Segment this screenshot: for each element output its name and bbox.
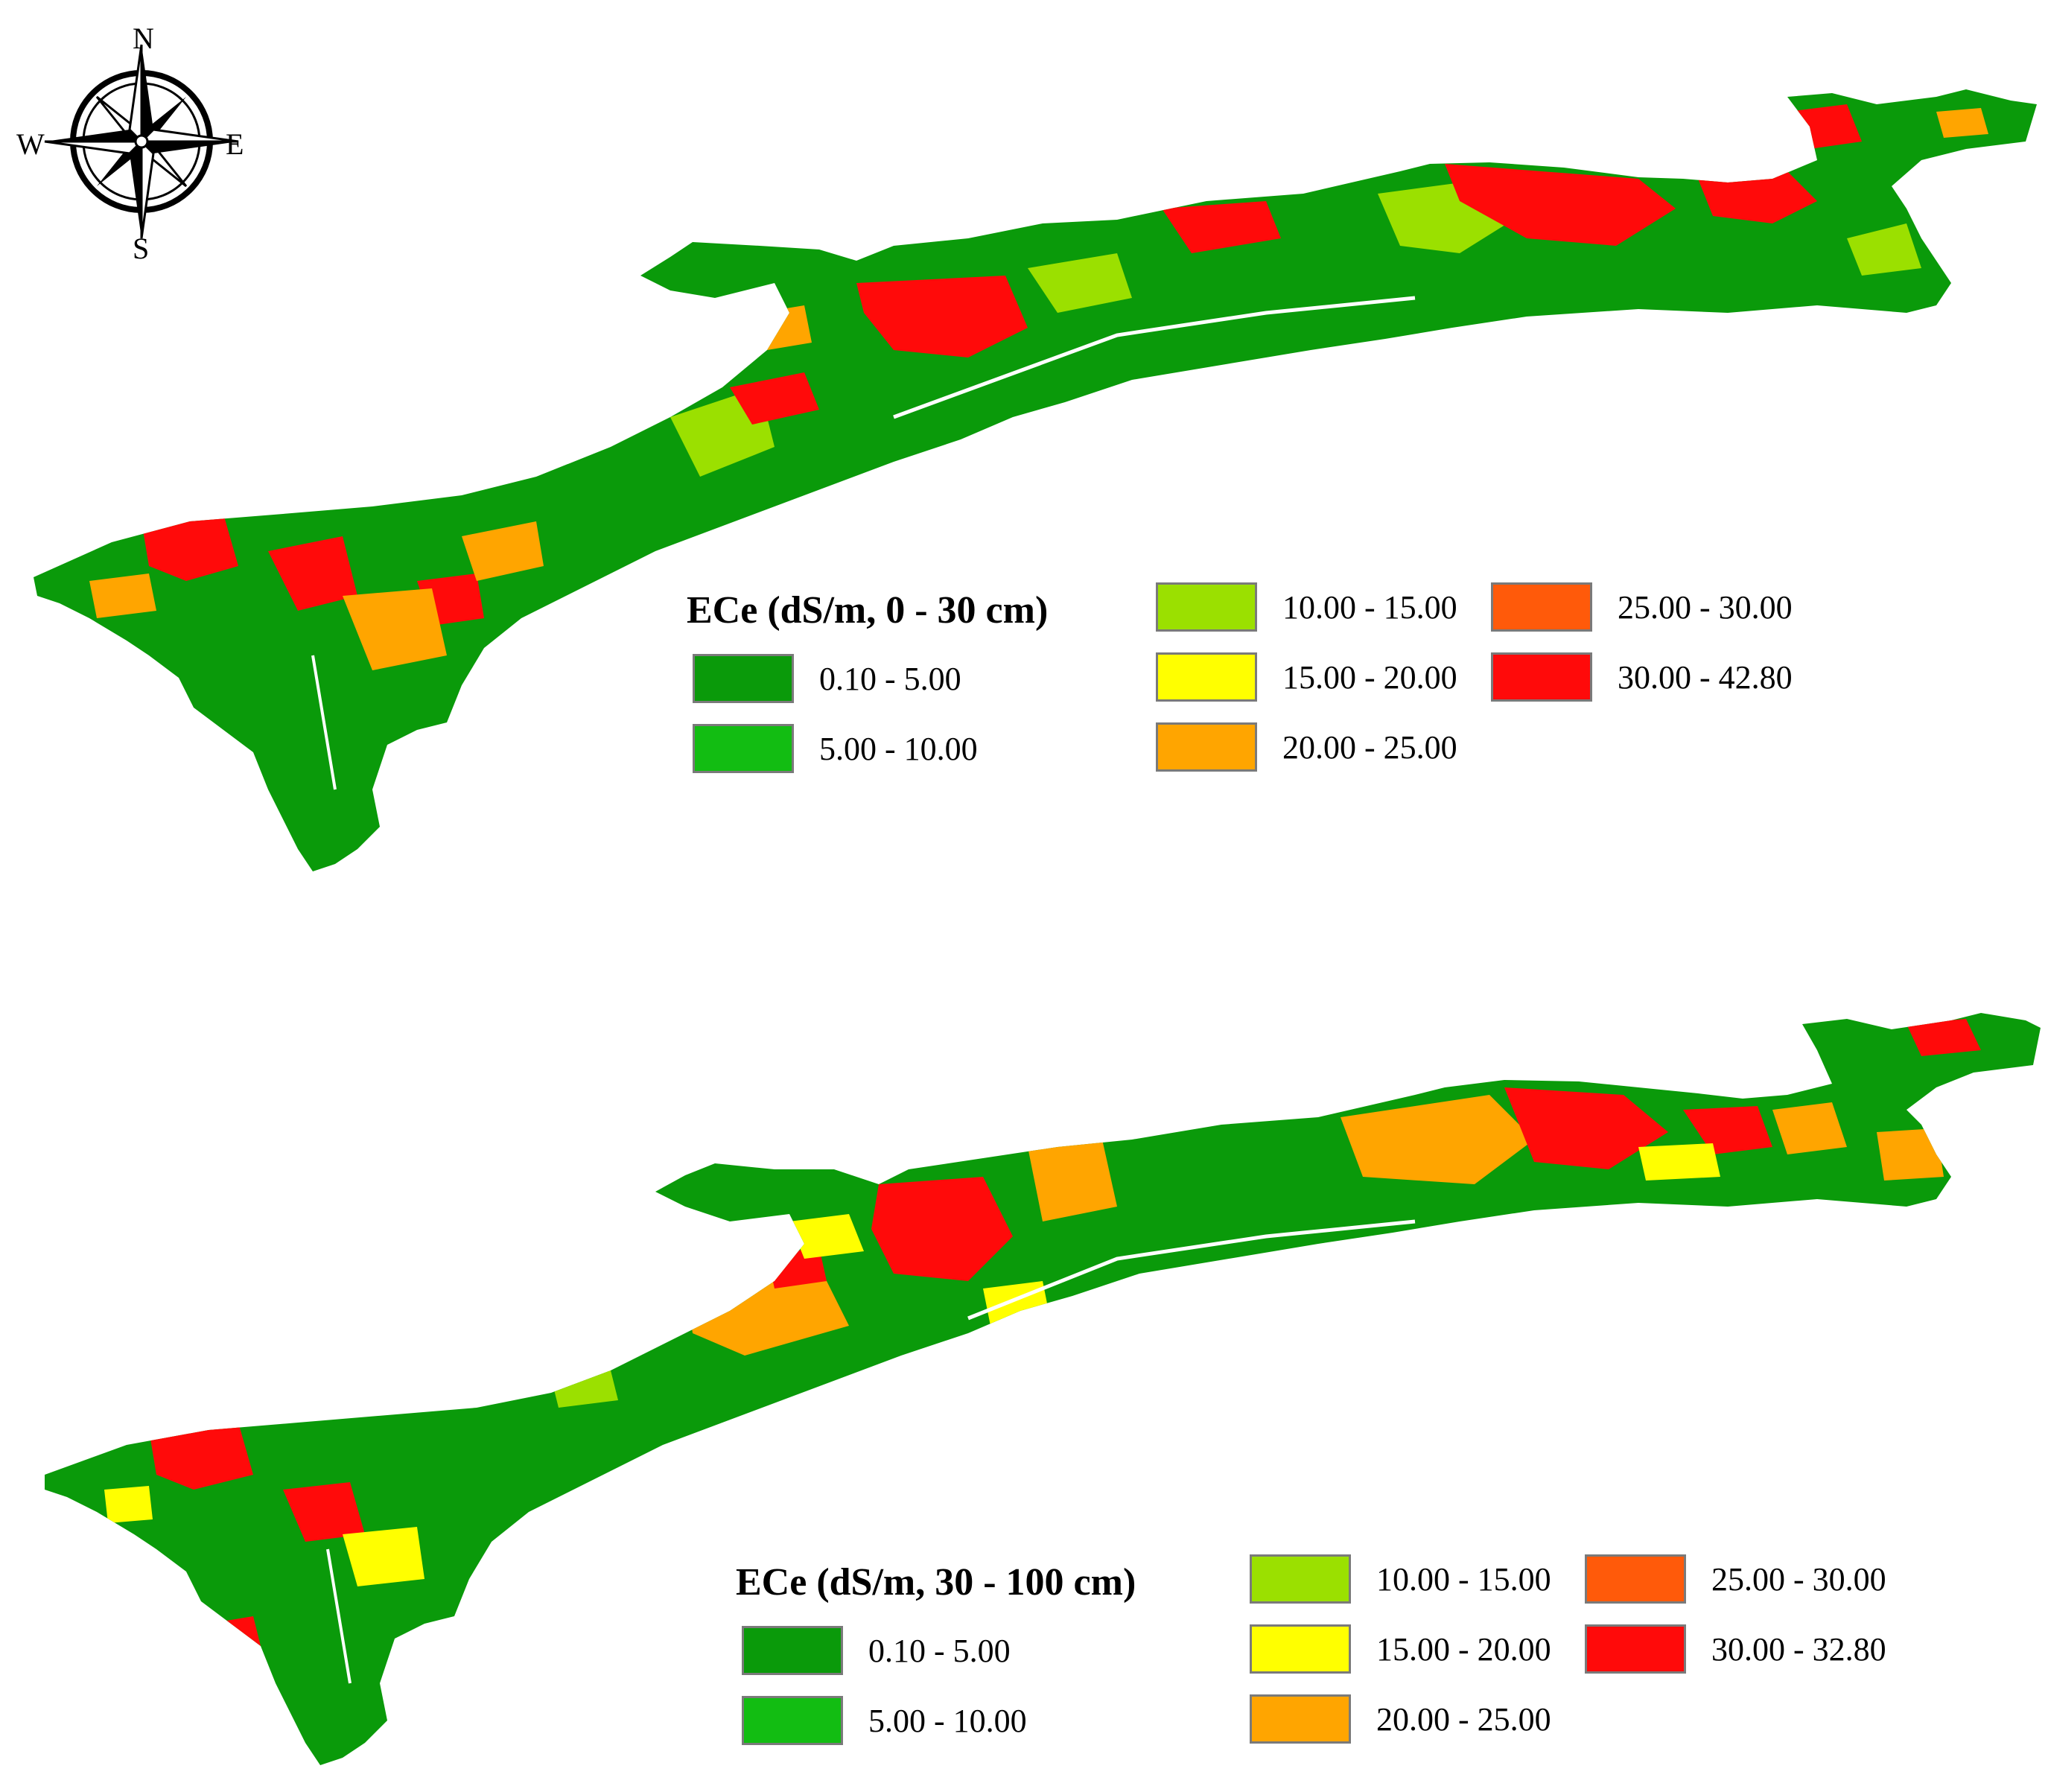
legend-title: ECe (dS/m, 0 - 30 cm) xyxy=(687,589,1049,632)
legend-label: 20.00 - 25.00 xyxy=(1282,729,1457,766)
legend-label: 5.00 - 10.00 xyxy=(819,731,978,767)
legend-label: 15.00 - 20.00 xyxy=(1376,1631,1551,1668)
legend-label: 20.00 - 25.00 xyxy=(1376,1701,1551,1738)
compass-east-label: E xyxy=(226,127,244,161)
legend-swatch xyxy=(1156,652,1257,702)
legend-label: 15.00 - 20.00 xyxy=(1282,659,1457,696)
compass-rose-icon xyxy=(44,44,239,239)
legend-label: 30.00 - 32.80 xyxy=(1711,1631,1886,1668)
legend-swatch xyxy=(1250,1624,1351,1674)
legend-30-100cm: ECe (dS/m, 30 - 100 cm) 0.10 - 5.00 5.00… xyxy=(736,1554,2002,1769)
salinity-patches xyxy=(104,1019,1981,1684)
study-area-boundary xyxy=(34,89,2037,871)
legend-swatch xyxy=(742,1626,843,1675)
legend-swatch xyxy=(1250,1554,1351,1604)
legend-label: 5.00 - 10.00 xyxy=(868,1703,1027,1739)
legend-swatch xyxy=(1156,582,1257,632)
compass-west-label: W xyxy=(16,127,45,161)
north-arrow-compass-rose: N S E W xyxy=(15,15,253,268)
legend-swatch xyxy=(1585,1624,1686,1674)
salinity-map-0-30cm xyxy=(34,89,2037,871)
legend-swatch xyxy=(1491,652,1592,702)
legend-swatch xyxy=(1250,1694,1351,1744)
salinity-patches xyxy=(89,104,1988,790)
legend-swatch xyxy=(693,724,794,773)
compass-north-label: N xyxy=(133,22,154,55)
legend-title: ECe (dS/m, 30 - 100 cm) xyxy=(736,1561,1136,1604)
legend-label: 0.10 - 5.00 xyxy=(868,1633,1011,1669)
legend-label: 10.00 - 15.00 xyxy=(1282,589,1457,626)
legend-swatch xyxy=(1491,582,1592,632)
legend-label: 30.00 - 42.80 xyxy=(1618,659,1793,696)
legend-label: 0.10 - 5.00 xyxy=(819,661,961,697)
legend-label: 25.00 - 30.00 xyxy=(1711,1561,1886,1598)
legend-swatch xyxy=(742,1696,843,1745)
legend-0-30cm: ECe (dS/m, 0 - 30 cm) 0.10 - 5.00 5.00 -… xyxy=(687,582,1878,797)
legend-label: 10.00 - 15.00 xyxy=(1376,1561,1551,1598)
legend-label: 25.00 - 30.00 xyxy=(1618,589,1793,626)
salinity-map-30-100cm xyxy=(45,1013,2041,1765)
legend-swatch xyxy=(693,654,794,703)
legend-swatch xyxy=(1585,1554,1686,1604)
legend-swatch xyxy=(1156,722,1257,772)
study-area-boundary xyxy=(45,1013,2041,1765)
compass-south-label: S xyxy=(133,232,150,265)
